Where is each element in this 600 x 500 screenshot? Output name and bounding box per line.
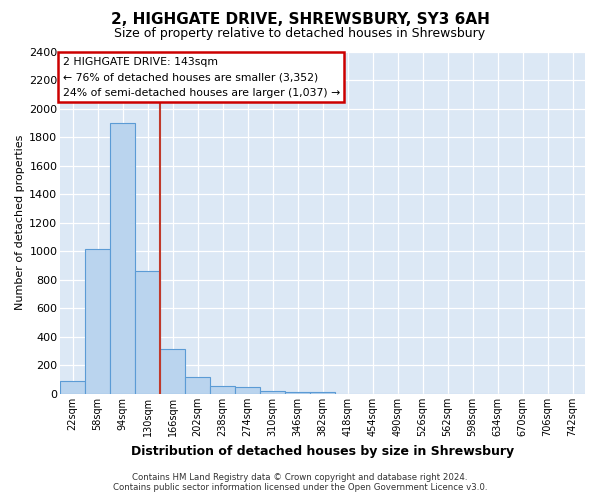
Bar [110,123,135,394]
Bar [210,386,235,394]
Bar [235,387,260,394]
Bar [135,270,160,394]
Bar [185,377,210,394]
Text: 2 HIGHGATE DRIVE: 143sqm
← 76% of detached houses are smaller (3,352)
24% of sem: 2 HIGHGATE DRIVE: 143sqm ← 76% of detach… [63,56,340,98]
Bar [260,391,285,394]
Text: 2, HIGHGATE DRIVE, SHREWSBURY, SY3 6AH: 2, HIGHGATE DRIVE, SHREWSBURY, SY3 6AH [110,12,490,28]
Bar [60,381,85,394]
Bar [310,392,335,394]
Text: Size of property relative to detached houses in Shrewsbury: Size of property relative to detached ho… [115,28,485,40]
X-axis label: Distribution of detached houses by size in Shrewsbury: Distribution of detached houses by size … [131,444,514,458]
Y-axis label: Number of detached properties: Number of detached properties [15,135,25,310]
Bar [285,392,310,394]
Bar [160,349,185,394]
Text: Contains HM Land Registry data © Crown copyright and database right 2024.
Contai: Contains HM Land Registry data © Crown c… [113,473,487,492]
Bar [85,249,110,394]
